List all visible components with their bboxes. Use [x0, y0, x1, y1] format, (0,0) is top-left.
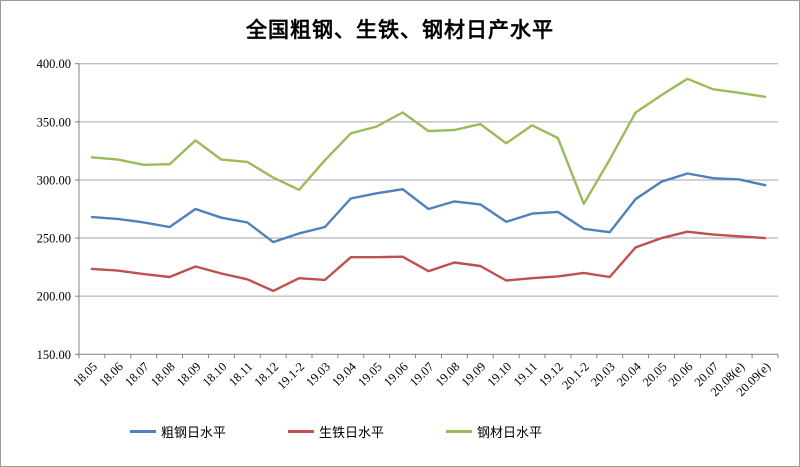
- legend-label-crude-steel: 粗钢日水平: [161, 425, 227, 440]
- x-tick-label: 18.05: [70, 360, 100, 390]
- x-tick-label: 19.11: [511, 360, 540, 389]
- y-tick-label: 400.00: [37, 57, 71, 71]
- crude-steel-legend-line-icon: [130, 430, 156, 433]
- x-tick-label: 19.07: [407, 360, 437, 390]
- x-tick-label: 20.03: [588, 360, 618, 390]
- x-tick-label: 20.04: [614, 359, 644, 389]
- x-tick-label: 19.05: [355, 360, 385, 390]
- y-tick-label: 300.00: [37, 173, 71, 187]
- legend-label-pig-iron: 生铁日水平: [319, 425, 385, 440]
- x-tick-label: 18.09: [174, 360, 204, 390]
- y-tick-label: 250.00: [37, 232, 71, 246]
- legend-item-steel-products: 钢材日水平: [446, 422, 542, 441]
- x-tick-label: 19.06: [381, 360, 411, 390]
- x-tick-label: 18.07: [122, 360, 152, 390]
- x-tick-label: 18.08: [148, 360, 178, 390]
- legend-item-pig-iron: 生铁日水平: [288, 422, 384, 441]
- y-tick-label: 200.00: [37, 290, 71, 304]
- legend-item-crude-steel: 粗钢日水平: [130, 422, 226, 441]
- pig-iron-series-line: [90, 230, 767, 293]
- legend-label-steel-products: 钢材日水平: [477, 425, 543, 440]
- y-tick-label: 150.00: [37, 348, 71, 362]
- x-tick-label: 19.1-2: [274, 360, 307, 393]
- steel-products-series-line: [90, 77, 767, 206]
- crude-steel-series-line: [90, 172, 767, 244]
- chart-legend: 粗钢日水平 生铁日水平 钢材日水平: [130, 422, 542, 441]
- steel-products-legend-line-icon: [446, 430, 473, 433]
- x-tick-label: 20.05: [640, 360, 670, 390]
- y-tick-label: 350.00: [37, 115, 71, 129]
- x-tick-label: 18.06: [96, 360, 126, 390]
- x-tick-label: 19.03: [303, 360, 333, 390]
- pig-iron-legend-line-icon: [288, 430, 315, 433]
- x-tick-label: 19.08: [433, 360, 463, 390]
- x-tick-label: 19.09: [459, 360, 489, 390]
- x-tick-label: 19.04: [329, 359, 359, 389]
- x-tick-label: 20.06: [666, 360, 696, 390]
- chart-title: 全国粗钢、生铁、钢材日产水平: [246, 18, 554, 42]
- x-tick-label: 19.10: [485, 360, 515, 390]
- x-tick-label: 18.11: [226, 360, 255, 389]
- x-tick-label: 18.10: [200, 360, 230, 390]
- x-tick-label: 20.1-2: [559, 360, 592, 393]
